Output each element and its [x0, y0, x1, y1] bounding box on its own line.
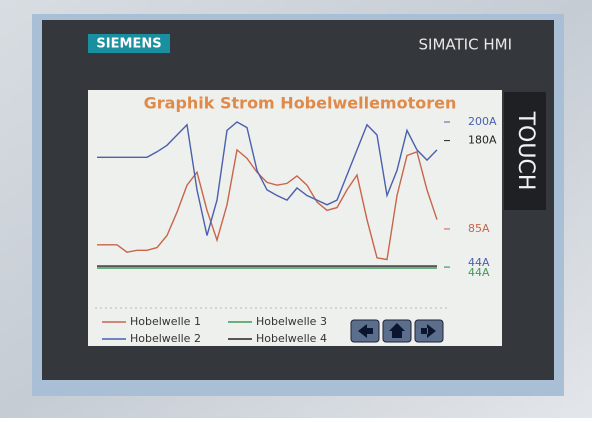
annotation-label: 200A	[468, 115, 497, 128]
legend-label: Hobelwelle 2	[130, 332, 201, 345]
model: SIMATIC HMI	[419, 36, 512, 54]
nav-buttons	[351, 320, 443, 342]
annotation-label: 180A	[468, 134, 497, 147]
legend-label: Hobelwelle 1	[130, 315, 201, 328]
chart-title: Graphik Strom Hobelwellemotoren	[144, 94, 457, 113]
legend-label: Hobelwelle 3	[256, 315, 327, 328]
annotation-label: 85A	[468, 222, 490, 235]
touch-label: TOUCH	[513, 111, 538, 191]
annotation-label: 44A	[468, 266, 490, 279]
hmi-photo: SIEMENS SIMATIC HMI TOUCH Graphik Strom …	[0, 0, 592, 418]
brand: SIEMENS	[96, 37, 161, 52]
legend-label: Hobelwelle 4	[256, 332, 327, 345]
